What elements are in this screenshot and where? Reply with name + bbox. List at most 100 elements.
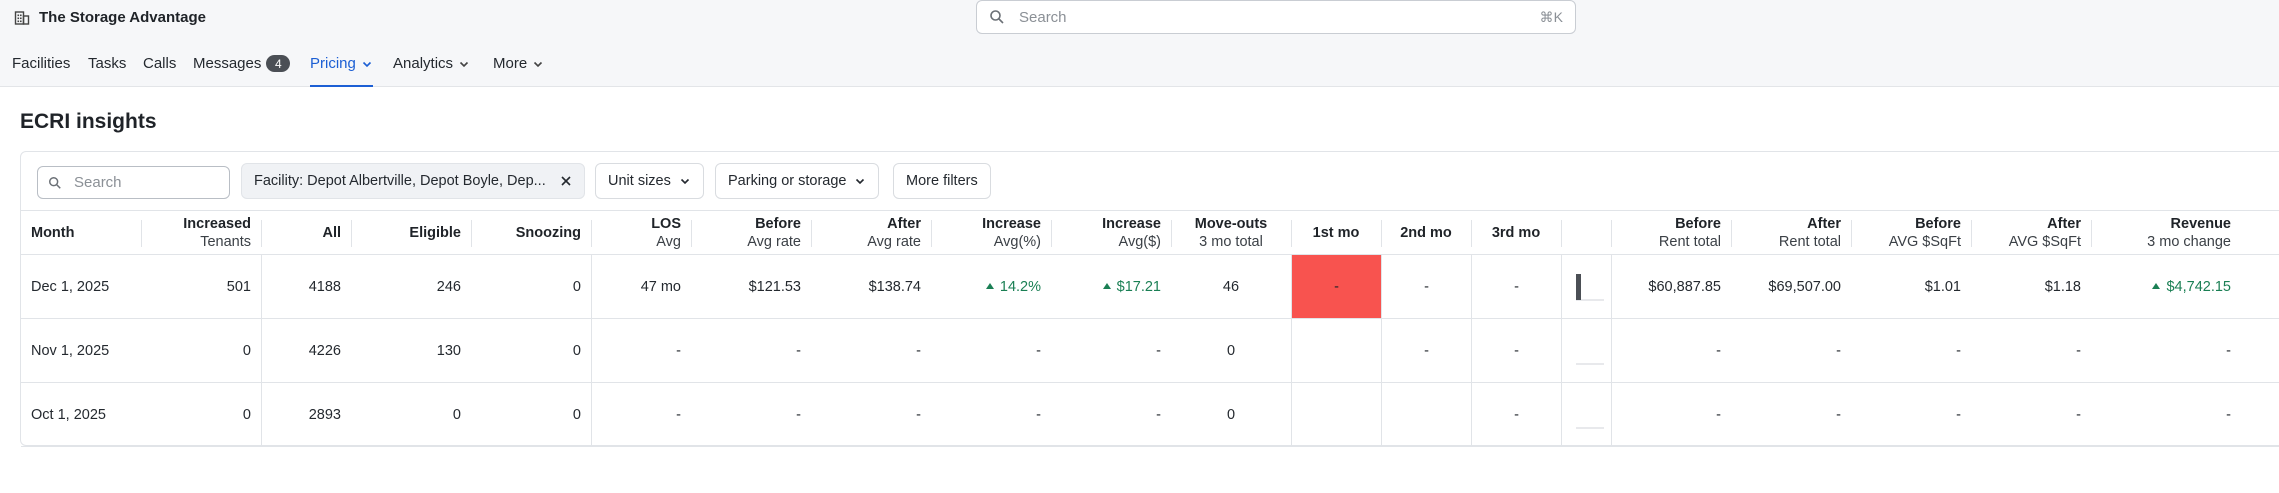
more-filters-button[interactable]: More filters bbox=[893, 163, 991, 199]
nav-item-messages[interactable]: Messages 4 bbox=[193, 55, 291, 72]
column-header-title: 3rd mo bbox=[1491, 224, 1541, 241]
value-text: - bbox=[2076, 342, 2081, 359]
column-header-title: Before bbox=[755, 215, 801, 232]
value-text: - bbox=[1036, 406, 1041, 423]
value-text: - bbox=[1424, 278, 1429, 295]
column-header-m2[interactable]: 2nd mo bbox=[1381, 211, 1471, 254]
cell-eligible: 130 bbox=[351, 319, 471, 382]
close-icon[interactable] bbox=[560, 175, 572, 187]
nav-item-facilities[interactable]: Facilities bbox=[12, 55, 70, 72]
cell-month: Dec 1, 2025 bbox=[21, 255, 141, 318]
value-text: 0 bbox=[572, 278, 581, 295]
column-divider bbox=[1971, 220, 1972, 247]
value-text: - bbox=[1836, 406, 1841, 423]
column-divider bbox=[591, 220, 592, 247]
chevron-down-icon bbox=[854, 175, 866, 187]
app-brand[interactable]: The Storage Advantage bbox=[14, 9, 206, 26]
column-divider bbox=[1731, 220, 1732, 247]
column-header-snoozing[interactable]: Snoozing bbox=[471, 211, 591, 254]
cell-revenue: $4,742.15 bbox=[2091, 255, 2241, 318]
column-header-title: Before bbox=[1915, 215, 1961, 232]
value-text: $60,887.85 bbox=[1648, 278, 1721, 295]
table-row[interactable]: Oct 1, 2025 0 2893 0 0 - - - - - 0 - - - - - - bbox=[21, 383, 2279, 447]
table-row[interactable]: Dec 1, 2025 501 4188 246 0 47 mo $121.53 $138.7… bbox=[21, 255, 2279, 319]
column-header-before-sqft[interactable]: Before AVG $SqFt bbox=[1851, 211, 1971, 254]
column-header-los[interactable]: LOS Avg bbox=[591, 211, 691, 254]
column-header-title: All bbox=[322, 224, 341, 241]
table-search-input[interactable]: Search bbox=[37, 166, 230, 199]
cell-m2 bbox=[1381, 383, 1471, 446]
cell-snoozing: 0 bbox=[471, 319, 591, 382]
nav-item-pricing[interactable]: Pricing bbox=[310, 55, 373, 87]
column-header-after-sqft[interactable]: After AVG $SqFt bbox=[1971, 211, 2091, 254]
facility-filter-label: Facility: Depot Albertville, Depot Boyle… bbox=[254, 173, 546, 189]
column-header-title: After bbox=[2047, 215, 2081, 232]
cell-eligible: 246 bbox=[351, 255, 471, 318]
table-row[interactable]: Nov 1, 2025 0 4226 130 0 - - - - - 0 - - - - - - - bbox=[21, 319, 2279, 383]
table-search-placeholder: Search bbox=[74, 174, 122, 191]
cell-before-sqft: - bbox=[1851, 319, 1971, 382]
column-header-revenue[interactable]: Revenue 3 mo change bbox=[2091, 211, 2241, 254]
column-header-after-rate[interactable]: After Avg rate bbox=[811, 211, 931, 254]
column-header-all[interactable]: All bbox=[261, 211, 351, 254]
cell-all: 4188 bbox=[261, 255, 351, 318]
rent-sparkline-cell bbox=[1561, 255, 1611, 318]
rent-sparkline bbox=[1576, 427, 1604, 429]
column-divider bbox=[1561, 220, 1562, 247]
cell-after-rate: $138.74 bbox=[811, 255, 931, 318]
column-header-moveouts[interactable]: Move-outs 3 mo total bbox=[1171, 211, 1291, 254]
cell-inc-pct: 14.2% bbox=[931, 255, 1051, 318]
global-search-placeholder: Search bbox=[1019, 8, 1067, 26]
column-header-inc-pct[interactable]: Increase Avg(%) bbox=[931, 211, 1051, 254]
nav-label: Messages bbox=[193, 55, 262, 72]
cell-after-rate: - bbox=[811, 383, 931, 446]
positive-change: $17.21 bbox=[1102, 279, 1161, 295]
cell-before-rent: - bbox=[1611, 319, 1731, 382]
column-header-m3[interactable]: 3rd mo bbox=[1471, 211, 1561, 254]
value-text: - bbox=[1156, 342, 1161, 359]
rent-sparkline bbox=[1576, 363, 1604, 365]
value-text: - bbox=[1956, 406, 1961, 423]
nav-label: Tasks bbox=[88, 55, 127, 72]
column-header-month[interactable]: Month bbox=[21, 211, 141, 254]
nav-item-tasks[interactable]: Tasks bbox=[88, 55, 126, 72]
facility-filter-chip[interactable]: Facility: Depot Albertville, Depot Boyle… bbox=[241, 163, 585, 199]
column-header-before-rent[interactable]: Before Rent total bbox=[1611, 211, 1731, 254]
cell-increased: 0 bbox=[141, 383, 261, 446]
parking-or-storage-filter[interactable]: Parking or storage bbox=[715, 163, 880, 199]
search-icon bbox=[989, 9, 1005, 25]
column-divider bbox=[1051, 220, 1052, 247]
nav-item-more[interactable]: More bbox=[493, 55, 544, 72]
cell-all: 2893 bbox=[261, 383, 351, 446]
column-header-subtitle: Avg rate bbox=[867, 233, 921, 250]
column-header-eligible[interactable]: Eligible bbox=[351, 211, 471, 254]
column-header-before-rate[interactable]: Before Avg rate bbox=[691, 211, 811, 254]
column-header-title: Before bbox=[1675, 215, 1721, 232]
cell-before-rate: $121.53 bbox=[691, 255, 811, 318]
global-search-input[interactable]: Search ⌘K bbox=[976, 0, 1576, 34]
value-text: - bbox=[1156, 406, 1161, 423]
column-header-increased[interactable]: Increased Tenants bbox=[141, 211, 261, 254]
nav-item-analytics[interactable]: Analytics bbox=[393, 55, 470, 72]
column-header-title: Snoozing bbox=[515, 224, 581, 241]
cell-m3: - bbox=[1471, 383, 1561, 446]
parking-or-storage-label: Parking or storage bbox=[728, 173, 847, 189]
nav-label: Analytics bbox=[393, 55, 454, 72]
building-icon bbox=[14, 10, 30, 26]
value-text: - bbox=[796, 406, 801, 423]
value-text: - bbox=[1514, 342, 1519, 359]
cell-los: 47 mo bbox=[591, 255, 691, 318]
column-header-after-rent[interactable]: After Rent total bbox=[1731, 211, 1851, 254]
column-header-title: 2nd mo bbox=[1400, 224, 1452, 241]
column-header-m1[interactable]: 1st mo bbox=[1291, 211, 1381, 254]
column-header-subtitle: Avg($) bbox=[1118, 233, 1161, 250]
column-header-spark[interactable] bbox=[1561, 211, 1611, 254]
column-header-inc-usd[interactable]: Increase Avg($) bbox=[1051, 211, 1171, 254]
rent-sparkline bbox=[1576, 274, 1604, 301]
nav-item-calls[interactable]: Calls bbox=[143, 55, 176, 72]
value-text: - bbox=[916, 342, 921, 359]
cell-m2: - bbox=[1381, 319, 1471, 382]
unit-sizes-filter[interactable]: Unit sizes bbox=[595, 163, 704, 199]
column-header-subtitle: Avg(%) bbox=[993, 233, 1041, 250]
positive-change: 14.2% bbox=[985, 279, 1041, 295]
